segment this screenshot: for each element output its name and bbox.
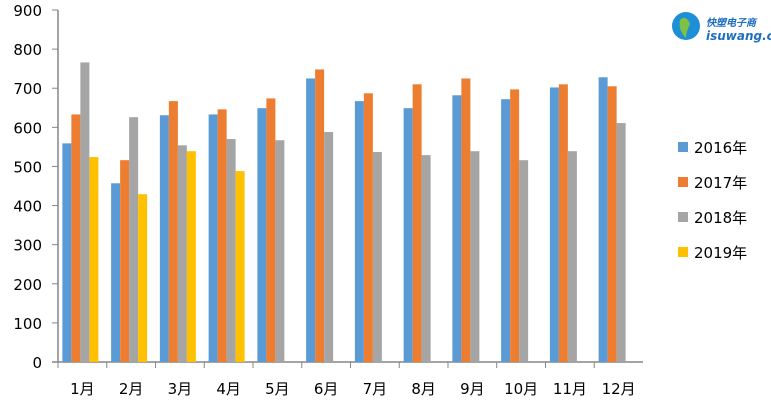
bar-2016年-11月 xyxy=(549,87,559,362)
logo: 快塑电子商 isuwang.cc xyxy=(668,6,771,46)
legend-label: 2018年 xyxy=(694,209,747,227)
x-tick-label: 10月 xyxy=(504,380,538,398)
y-tick-label: 400 xyxy=(13,198,42,216)
y-tick-label: 700 xyxy=(13,80,42,98)
bar-2017年-1月 xyxy=(71,114,81,362)
bar-2016年-7月 xyxy=(354,101,364,362)
bar-2016年-10月 xyxy=(501,99,511,362)
bar-2017年-11月 xyxy=(558,84,568,363)
bar-2019年-2月 xyxy=(138,194,148,362)
bar-2017年-10月 xyxy=(510,89,520,362)
bar-2017年-5月 xyxy=(266,98,276,362)
bar-2016年-8月 xyxy=(403,108,413,363)
bar-2016年-4月 xyxy=(208,114,218,362)
bar-2018年-9月 xyxy=(470,151,480,362)
bar-2018年-4月 xyxy=(226,139,236,362)
legend-label: 2019年 xyxy=(694,244,747,262)
bar-2017年-8月 xyxy=(412,84,422,363)
legend-label: 2016年 xyxy=(694,139,747,157)
y-tick-label: 300 xyxy=(13,237,42,255)
bar-2017年-4月 xyxy=(217,109,227,362)
bar-2017年-9月 xyxy=(461,78,471,362)
y-tick-label: 600 xyxy=(13,119,42,137)
x-tick-label: 12月 xyxy=(602,380,636,398)
bar-2018年-8月 xyxy=(421,155,431,362)
bar-2018年-3月 xyxy=(177,145,187,362)
bar-2017年-3月 xyxy=(168,101,178,362)
bar-2019年-3月 xyxy=(186,151,196,362)
bar-2016年-3月 xyxy=(159,115,169,362)
x-tick-label: 1月 xyxy=(70,380,95,398)
y-tick-label: 800 xyxy=(13,41,42,59)
bar-2016年-5月 xyxy=(257,108,267,363)
bar-2017年-2月 xyxy=(120,160,130,362)
y-tick-label: 500 xyxy=(13,158,42,176)
x-tick-label: 6月 xyxy=(314,380,339,398)
x-tick-label: 9月 xyxy=(460,380,485,398)
x-tick-label: 2月 xyxy=(119,380,144,398)
bar-2016年-2月 xyxy=(111,183,121,362)
x-tick-label: 8月 xyxy=(411,380,436,398)
bar-2018年-12月 xyxy=(616,123,626,362)
bar-2018年-1月 xyxy=(80,62,90,363)
y-tick-label: 900 xyxy=(13,2,42,20)
bar-2018年-2月 xyxy=(129,117,139,362)
bar-2018年-10月 xyxy=(519,160,529,362)
legend-swatch xyxy=(678,142,688,152)
bar-2016年-6月 xyxy=(306,78,316,362)
bar-2017年-12月 xyxy=(607,86,617,363)
bar-2016年-12月 xyxy=(598,77,608,362)
legend-swatch xyxy=(678,177,688,187)
logo-text-en: isuwang.cc xyxy=(706,29,771,43)
bar-2016年-1月 xyxy=(62,143,72,362)
bar-2018年-5月 xyxy=(275,140,285,362)
bar-2016年-9月 xyxy=(452,95,462,363)
bar-2018年-6月 xyxy=(324,132,334,362)
y-tick-label: 0 xyxy=(32,354,42,372)
x-tick-label: 3月 xyxy=(168,380,193,398)
bar-2017年-6月 xyxy=(315,69,325,363)
bar-2017年-7月 xyxy=(363,93,373,362)
bar-2018年-11月 xyxy=(567,151,577,362)
x-tick-label: 7月 xyxy=(363,380,388,398)
logo-text-cn: 快塑电子商 xyxy=(706,17,758,29)
x-tick-label: 5月 xyxy=(265,380,290,398)
legend-label: 2017年 xyxy=(694,174,747,192)
x-tick-label: 4月 xyxy=(216,380,241,398)
y-tick-label: 100 xyxy=(13,315,42,333)
x-tick-label: 11月 xyxy=(553,380,587,398)
bar-2018年-7月 xyxy=(372,151,382,362)
legend-swatch xyxy=(678,212,688,222)
y-tick-label: 200 xyxy=(13,276,42,294)
legend-swatch xyxy=(678,247,688,257)
bar-2019年-4月 xyxy=(235,171,245,362)
bar-2019年-1月 xyxy=(89,157,99,362)
